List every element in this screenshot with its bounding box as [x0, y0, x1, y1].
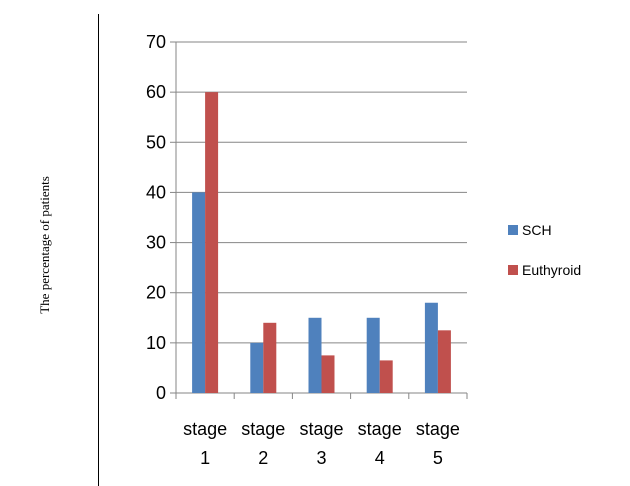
bar-euthyroid	[437, 330, 451, 393]
legend-swatch	[508, 265, 518, 275]
x-tick-label: 1	[200, 448, 210, 468]
x-tick-label: stage	[241, 419, 285, 439]
x-tick-label: stage	[416, 419, 460, 439]
y-tick-label: 50	[146, 132, 166, 152]
bars	[192, 92, 451, 394]
bar-euthyroid	[379, 360, 393, 393]
legend-label: SCH	[522, 222, 552, 238]
x-tick-label: 2	[258, 448, 268, 468]
y-tick-label: 60	[146, 82, 166, 102]
x-tick-label: 3	[316, 448, 326, 468]
bar-sch	[308, 317, 322, 393]
x-tick-label: 5	[433, 448, 443, 468]
y-tick-label: 40	[146, 182, 166, 202]
bar-euthyroid	[321, 355, 335, 393]
x-tick-label: stage	[299, 419, 343, 439]
legend-swatch	[508, 225, 518, 235]
bar-sch	[424, 302, 438, 393]
bar-euthyroid	[205, 92, 219, 394]
bar-sch	[250, 342, 264, 393]
x-tick-labels: stage 1 stage 2 stage 3 stage 4 stage 5	[183, 419, 460, 468]
legend-label: Euthyroid	[522, 262, 581, 278]
bar-sch	[192, 192, 206, 393]
y-tick-label: 0	[156, 383, 166, 403]
y-tick-label: 70	[146, 32, 166, 52]
bar-sch	[366, 317, 380, 393]
y-tick-label: 30	[146, 233, 166, 253]
legend: SCH Euthyroid	[508, 222, 581, 278]
chart-frame	[98, 14, 630, 486]
x-tick-label: stage	[358, 419, 402, 439]
x-tick-label: 4	[375, 448, 385, 468]
y-tick-label: 10	[146, 333, 166, 353]
bar-euthyroid	[263, 322, 277, 393]
x-tick-label: stage	[183, 419, 227, 439]
gridlines	[170, 41, 468, 399]
y-tick-labels: 0 10 20 30 40 50 60 70	[146, 32, 166, 403]
y-tick-label: 20	[146, 283, 166, 303]
